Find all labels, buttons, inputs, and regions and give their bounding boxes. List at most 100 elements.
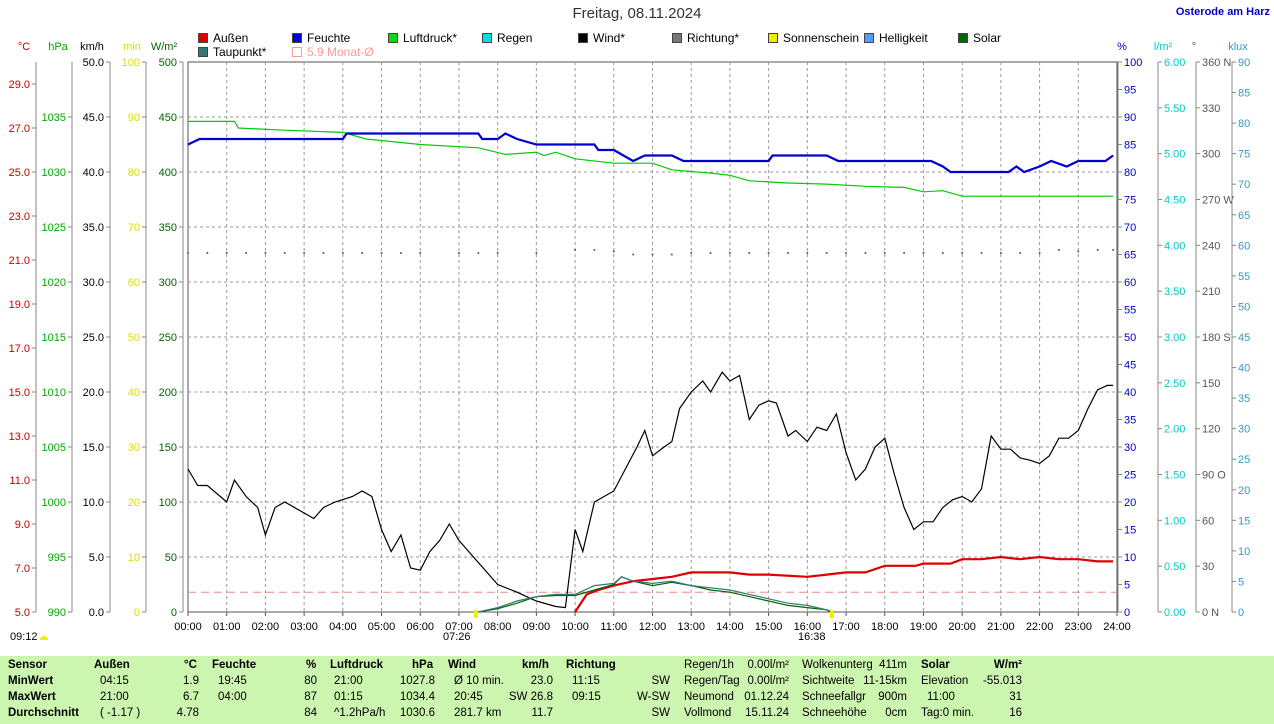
weather-chart: 00:00 01:00 02:00 03:00 04:00 05:00 06:00 07:00… bbox=[9, 41, 1251, 633]
row-label: MinWert bbox=[8, 675, 54, 687]
direction-tick-label: 0 N bbox=[1202, 607, 1219, 619]
pressure-tick-label: 990 bbox=[48, 607, 66, 619]
min-tick-label: 70 bbox=[128, 222, 140, 234]
aussen-time: ( -1.17 ) bbox=[100, 707, 141, 719]
direction-point bbox=[864, 251, 867, 254]
rain-tick-label: 5.50 bbox=[1164, 103, 1185, 115]
aussen-value: 6.7 bbox=[183, 691, 199, 703]
extra-label: Neumond bbox=[684, 691, 734, 703]
solar-tick-label: 0 bbox=[171, 607, 177, 619]
extra-value: 900m bbox=[878, 691, 907, 703]
wind-value: 11.7 bbox=[531, 707, 553, 719]
x-tick-label: 14:00 bbox=[716, 621, 744, 633]
solar-label: Elevation bbox=[921, 675, 969, 687]
x-tick-label: 02:00 bbox=[252, 621, 280, 633]
solar-tick-label: 200 bbox=[159, 387, 177, 399]
hdr-aussen: Außen bbox=[94, 659, 130, 671]
lux-tick-label: 60 bbox=[1238, 240, 1250, 252]
min-tick-label: 0 bbox=[134, 607, 140, 619]
richtung-value: W-SW bbox=[636, 691, 670, 703]
legend-swatch bbox=[578, 33, 588, 43]
legend-swatch bbox=[672, 33, 682, 43]
wind-tick-label: 20.0 bbox=[83, 387, 104, 399]
direction-tick-label: 330 bbox=[1202, 103, 1220, 115]
hdr-sensor: Sensor bbox=[8, 659, 47, 671]
wind-max: SW 26.8 bbox=[508, 691, 553, 703]
direction-point bbox=[903, 251, 906, 254]
lux-tick-label: 15 bbox=[1238, 515, 1250, 527]
temp-tick-label: 9.0 bbox=[15, 519, 30, 531]
series-taupunkt bbox=[478, 576, 835, 613]
feuchte-time: 04:00 bbox=[218, 691, 247, 703]
legend-swatch bbox=[482, 33, 492, 43]
humidity-tick-label: 15 bbox=[1124, 525, 1136, 537]
direction-point bbox=[574, 248, 577, 251]
lux-tick-label: 10 bbox=[1238, 546, 1250, 558]
humidity-tick-label: 60 bbox=[1124, 277, 1136, 289]
direction-point bbox=[187, 251, 189, 254]
extra-label: Wolkenunterg bbox=[802, 659, 873, 671]
extra-label: Vollmond bbox=[684, 707, 732, 719]
rain-tick-label: 4.00 bbox=[1164, 240, 1185, 252]
wind-tick-label: 25.0 bbox=[83, 332, 104, 344]
lux-tick-label: 35 bbox=[1238, 393, 1250, 405]
feuchte-value: 80 bbox=[304, 675, 317, 687]
sunset-marker bbox=[829, 610, 834, 618]
temp-tick-label: 13.0 bbox=[9, 431, 30, 443]
direction-point bbox=[206, 251, 209, 254]
rain-tick-label: 0.00 bbox=[1164, 607, 1185, 619]
lux-tick-label: 70 bbox=[1238, 179, 1250, 191]
row-label: MaxWert bbox=[8, 691, 56, 703]
x-tick-label: 04:00 bbox=[329, 621, 357, 633]
luftdruck-value: 1030.6 bbox=[399, 707, 435, 719]
rain-tick-label: 2.50 bbox=[1164, 378, 1185, 390]
lux-tick-label: 30 bbox=[1238, 424, 1250, 436]
x-tick-label: 01:00 bbox=[213, 621, 241, 633]
humidity-tick-label: 80 bbox=[1124, 167, 1136, 179]
legend-item: Feuchte bbox=[292, 31, 350, 45]
legend-swatch bbox=[292, 47, 302, 57]
humidity-tick-label: 90 bbox=[1124, 112, 1136, 124]
extra-label: Schneefallgr bbox=[802, 691, 866, 703]
extra-label: Schneehöhe bbox=[802, 707, 867, 719]
humidity-tick-label: 50 bbox=[1124, 332, 1136, 344]
direction-point bbox=[496, 251, 499, 254]
min-tick-label: 20 bbox=[128, 497, 140, 509]
extra-value: 0cm bbox=[885, 707, 907, 719]
rain-tick-label: 2.00 bbox=[1164, 424, 1185, 436]
min-tick-label: 80 bbox=[128, 167, 140, 179]
min-tick-label: 100 bbox=[122, 57, 140, 69]
wind-tick-label: 5.0 bbox=[89, 552, 104, 564]
extra-label: Regen/Tag bbox=[684, 675, 740, 687]
lux-tick-label: 85 bbox=[1238, 88, 1250, 100]
x-tick-label: 00:00 bbox=[174, 621, 202, 633]
x-tick-label: 06:00 bbox=[406, 621, 434, 633]
legend-label: Helligkeit bbox=[879, 31, 928, 45]
solar-unit: W/m² bbox=[993, 659, 1022, 671]
wind-value: 23.0 bbox=[530, 675, 553, 687]
humidity-tick-label: 25 bbox=[1124, 470, 1136, 482]
feuchte-value: 84 bbox=[304, 707, 317, 719]
temp-tick-label: 15.0 bbox=[9, 387, 30, 399]
rain-tick-label: 1.50 bbox=[1164, 470, 1185, 482]
legend-label: 5.9 Monat-Ø bbox=[307, 45, 374, 59]
min-tick-label: 50 bbox=[128, 332, 140, 344]
extra-value: 01.12.24 bbox=[744, 691, 789, 703]
hdr-aussen-unit: °C bbox=[184, 659, 197, 671]
direction-point bbox=[690, 251, 693, 254]
extra-label: Sichtweite bbox=[802, 675, 855, 687]
direction-point bbox=[419, 251, 422, 254]
rain-tick-label: 3.00 bbox=[1164, 332, 1185, 344]
solar-tick-label: 50 bbox=[165, 552, 177, 564]
humidity-tick-label: 35 bbox=[1124, 415, 1136, 427]
pressure-tick-label: 1025 bbox=[42, 222, 66, 234]
direction-point bbox=[709, 251, 712, 254]
extra-value: 11-15km bbox=[863, 675, 907, 687]
humidity-tick-label: 100 bbox=[1124, 57, 1142, 69]
solar-tick-label: 500 bbox=[159, 57, 177, 69]
direction-point bbox=[1096, 248, 1099, 251]
location-label: Osterode am Harz bbox=[1175, 6, 1270, 18]
sun-icon bbox=[40, 636, 48, 640]
temp-tick-label: 17.0 bbox=[9, 343, 30, 355]
direction-point bbox=[1077, 250, 1080, 253]
